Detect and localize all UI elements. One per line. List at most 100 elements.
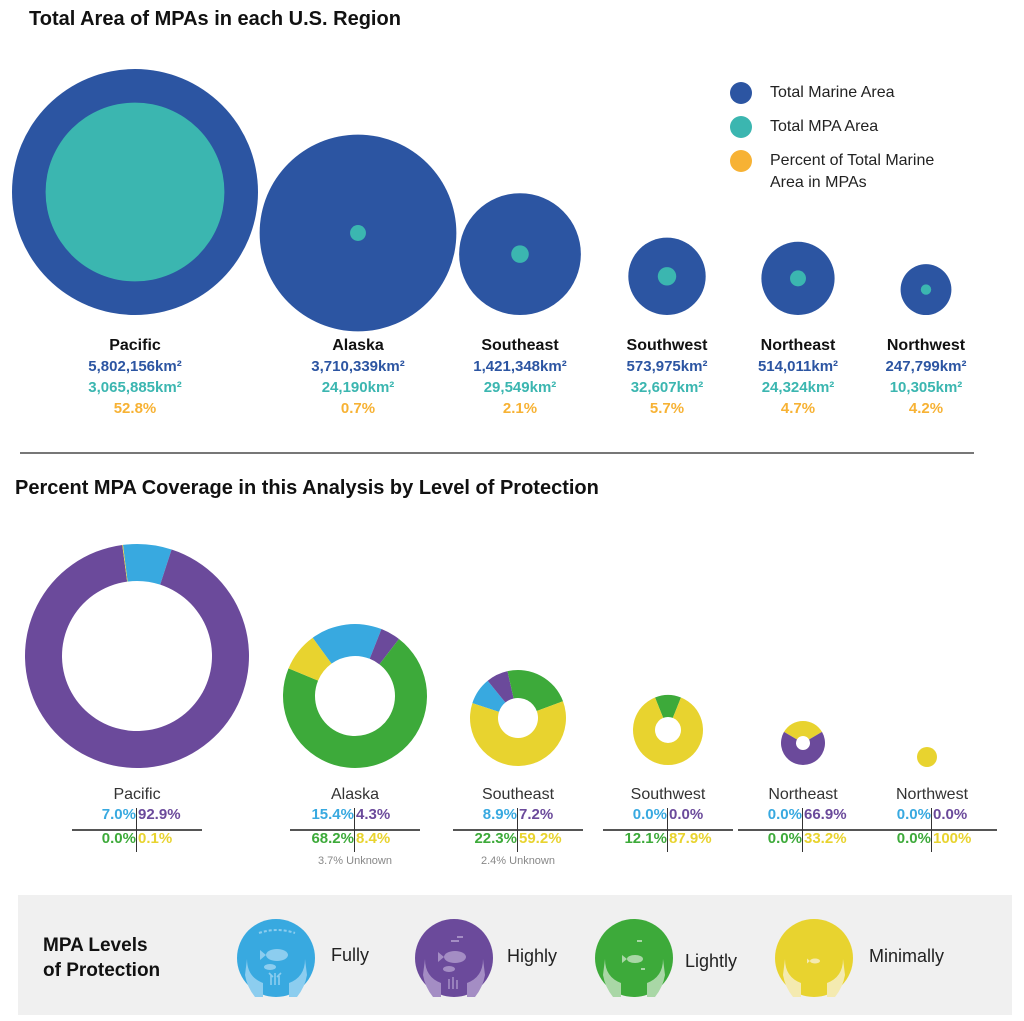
total-mpa-area-value: 3,065,885km²: [88, 379, 182, 396]
total-marine-area-value: 3,710,339km²: [311, 358, 405, 375]
donut-region-name-pacific: Pacific: [113, 786, 161, 803]
table-divider-horizontal: [867, 829, 997, 831]
donut-segment-fully: [312, 624, 382, 664]
total-marine-area-value: 1,421,348km²: [473, 358, 567, 375]
donut-segment-minimally: [288, 637, 332, 681]
bubble-legend-markers: [730, 82, 752, 172]
protection-levels-legend: MPA Levels of Protection Fully Highly Li…: [18, 895, 1012, 1015]
bubble-chart-title: Total Area of MPAs in each U.S. Region: [29, 8, 401, 30]
percent-in-mpas-value: 4.7%: [780, 400, 816, 417]
highly-percent: 0.0%: [669, 806, 704, 823]
donut-southwest: [633, 695, 704, 765]
donut-region-name-southeast: Southeast: [481, 786, 555, 803]
lightly-percent: 0.0%: [896, 830, 931, 847]
donut-northwest: [917, 747, 937, 767]
donut-pacific: [24, 544, 249, 768]
lightly-percent: 0.0%: [101, 830, 136, 847]
donut-region-name-northwest: Northwest: [895, 786, 969, 803]
highly-percent: 92.9%: [138, 806, 181, 823]
highly-percent: 4.3%: [356, 806, 391, 823]
percent-in-mpas-value: 0.7%: [340, 400, 376, 417]
region-name: Alaska: [332, 337, 384, 354]
level-label-lightly: Lightly: [685, 951, 738, 971]
highly-protected-icon-graphic: [415, 919, 493, 997]
total-mpa-area-value: 29,549km²: [483, 379, 557, 396]
fully-protected-icon: [237, 919, 315, 997]
highly-percent: 0.0%: [933, 806, 968, 823]
lightly-protected-icon-graphic: [595, 919, 673, 997]
legend-percent-line1: Percent of Total Marine: [770, 152, 935, 169]
legend-marker-total-mpa-area: [730, 116, 752, 138]
donut-segment-lightly: [283, 638, 427, 768]
percent-in-mpas-value: 5.7%: [649, 400, 685, 417]
highly-protected-icon: [415, 919, 493, 997]
donut-segment-minimally: [122, 544, 128, 582]
donut-segment-lightly: [507, 670, 564, 712]
total-mpa-area-value: 32,607km²: [630, 379, 704, 396]
fully-protected-icon-graphic: [237, 919, 315, 997]
lightly-percent: 0.0%: [767, 830, 802, 847]
table-divider-horizontal: [603, 829, 733, 831]
table-divider-vertical: [931, 808, 932, 852]
donut-segment-minimally: [784, 721, 822, 740]
region-label-pacific: Pacific 5,802,156km² 3,065,885km² 52.8%: [55, 335, 215, 419]
legend-marker-percent-of-total-marine-: [730, 150, 752, 172]
minimally-protected-icon-graphic: [775, 919, 853, 997]
percent-in-mpas-value: 52.8%: [113, 400, 157, 417]
minimally-percent: 8.4%: [356, 830, 391, 847]
lightly-protected-icon: [595, 919, 673, 997]
legend-total-marine-area: Total Marine Area: [770, 84, 895, 101]
minimally-percent: 100%: [933, 830, 972, 847]
level-label-fully: Fully: [331, 945, 370, 965]
table-divider-vertical: [517, 808, 518, 852]
bubble-total-mpa-southwest: [657, 267, 677, 286]
region-label-southeast: Southeast 1,421,348km² 29,549km² 2.1%: [440, 335, 600, 419]
region-label-alaska: Alaska 3,710,339km² 24,190km² 0.7%: [278, 335, 438, 419]
region-label-northwest: Northwest 247,799km² 10,305km² 4.2%: [846, 335, 1006, 419]
region-name: Pacific: [109, 337, 161, 354]
legend-total-mpa-area: Total MPA Area: [770, 118, 879, 135]
donut-segment-highly: [781, 731, 825, 766]
minimally-percent: 87.9%: [669, 830, 712, 847]
minimally-protected-icon: [775, 919, 853, 997]
region-label-northeast: Northeast 514,011km² 24,324km² 4.7%: [718, 335, 878, 419]
table-divider-vertical: [667, 808, 668, 852]
highly-percent: 66.9%: [804, 806, 847, 823]
legend-panel-title-line1: MPA Levels: [43, 935, 148, 956]
table-divider-vertical: [354, 808, 355, 852]
minimally-percent: 59.2%: [519, 830, 562, 847]
region-name: Northwest: [886, 337, 966, 354]
unknown-percent: 2.4% Unknown: [481, 855, 555, 867]
unknown-percent: 3.7% Unknown: [318, 855, 392, 867]
donut-segment-highly: [487, 671, 514, 703]
table-divider-horizontal: [453, 829, 583, 831]
donut-alaska: [283, 624, 427, 768]
bubble-total-mpa-pacific: [45, 102, 225, 282]
section-divider: [20, 452, 974, 454]
bubble-total-mpa-alaska: [350, 225, 366, 241]
region-name: Southwest: [626, 337, 708, 354]
level-label-minimally: Minimally: [869, 946, 945, 966]
lightly-percent: 22.3%: [474, 830, 517, 847]
fully-percent: 0.0%: [896, 806, 931, 823]
table-divider-vertical: [802, 808, 803, 852]
fully-percent: 8.9%: [482, 806, 517, 823]
donut-region-name-southwest: Southwest: [630, 786, 706, 803]
minimally-percent: 33.2%: [804, 830, 847, 847]
donut-southeast: [470, 670, 567, 766]
table-divider-horizontal: [290, 829, 420, 831]
fully-percent: 7.0%: [101, 806, 136, 823]
donut-segment-lightly: [655, 695, 681, 718]
donut-segment-highly: [369, 629, 399, 665]
donut-region-name-northeast: Northeast: [768, 786, 838, 803]
legend-panel-title: MPA Levels of Protection: [43, 933, 160, 983]
legend-marker-total-marine-area: [730, 82, 752, 104]
fully-percent: 0.0%: [632, 806, 667, 823]
legend-percent-line2: Area in MPAs: [770, 174, 867, 191]
total-marine-area-value: 514,011km²: [757, 358, 839, 375]
total-mpa-area-value: 24,190km²: [321, 379, 395, 396]
donut-segment-minimally: [470, 701, 567, 766]
bubble-total-mpa-northeast: [790, 270, 806, 287]
table-divider-horizontal: [72, 829, 202, 831]
